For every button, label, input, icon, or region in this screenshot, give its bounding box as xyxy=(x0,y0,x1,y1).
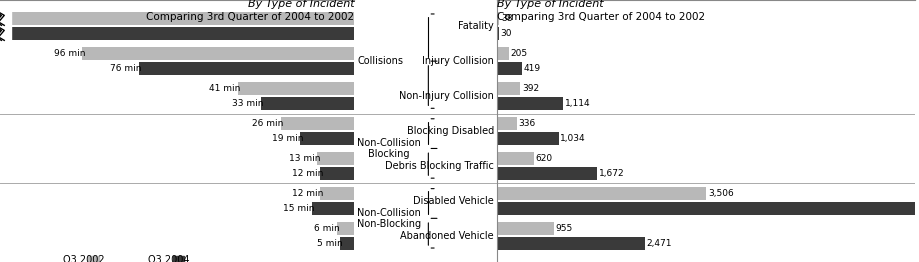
Text: Abandoned Vehicle: Abandoned Vehicle xyxy=(400,231,494,241)
Text: 2,471: 2,471 xyxy=(646,239,671,248)
Bar xyxy=(496,27,498,40)
Bar xyxy=(496,237,644,250)
Text: By Type of Incident: By Type of Incident xyxy=(247,0,354,9)
Bar xyxy=(496,222,553,235)
Bar xyxy=(312,202,354,215)
Bar xyxy=(320,167,354,180)
Text: 271 min: 271 min xyxy=(0,14,3,23)
Bar xyxy=(496,202,919,215)
Bar xyxy=(496,132,558,145)
Bar xyxy=(87,256,99,262)
Bar xyxy=(82,47,354,60)
Text: 620: 620 xyxy=(535,154,552,163)
Text: 12 min: 12 min xyxy=(291,189,323,198)
Text: 26 min: 26 min xyxy=(252,119,283,128)
Text: 38: 38 xyxy=(500,14,512,23)
Text: 41 min: 41 min xyxy=(210,84,241,93)
Bar xyxy=(496,82,519,95)
Bar xyxy=(260,97,354,110)
Text: Injury Collision: Injury Collision xyxy=(422,56,494,66)
Text: Non-Collision
Non-Blocking: Non-Collision Non-Blocking xyxy=(357,208,421,229)
Text: Comparing 3rd Quarter of 2004 to 2002: Comparing 3rd Quarter of 2004 to 2002 xyxy=(146,12,354,22)
Text: Debris Blocking Traffic: Debris Blocking Traffic xyxy=(385,161,494,171)
Bar xyxy=(337,222,354,235)
Text: 336: 336 xyxy=(518,119,536,128)
Bar xyxy=(496,187,706,200)
Text: 33 min: 33 min xyxy=(232,99,263,108)
Bar xyxy=(496,47,508,60)
Bar xyxy=(300,132,354,145)
Text: 13 min: 13 min xyxy=(289,154,320,163)
Text: Non-Injury Collision: Non-Injury Collision xyxy=(399,91,494,101)
Text: Collisions: Collisions xyxy=(357,56,403,66)
Text: 15 min: 15 min xyxy=(283,204,314,213)
Bar xyxy=(280,117,354,130)
Text: Non-Collision
Blocking: Non-Collision Blocking xyxy=(357,138,421,159)
Bar xyxy=(238,82,354,95)
Text: Disabled Vehicle: Disabled Vehicle xyxy=(413,196,494,206)
Bar xyxy=(0,12,354,25)
Text: 1,114: 1,114 xyxy=(564,99,590,108)
Text: Fatality: Fatality xyxy=(458,21,494,31)
Text: 12 min: 12 min xyxy=(291,169,323,178)
Text: 30: 30 xyxy=(500,29,511,38)
Text: 96 min: 96 min xyxy=(53,49,85,58)
Bar xyxy=(496,152,533,165)
Bar xyxy=(0,27,354,40)
Bar xyxy=(496,117,516,130)
Bar xyxy=(496,97,562,110)
Bar xyxy=(496,167,596,180)
Text: By Type of Incident: By Type of Incident xyxy=(496,0,603,9)
Bar xyxy=(139,62,354,75)
Text: 19 min: 19 min xyxy=(271,134,303,143)
Text: 1,672: 1,672 xyxy=(598,169,623,178)
Text: 3,506: 3,506 xyxy=(708,189,733,198)
Bar xyxy=(173,256,184,262)
Text: Comparing 3rd Quarter of 2004 to 2002: Comparing 3rd Quarter of 2004 to 2002 xyxy=(496,12,704,22)
Text: 392: 392 xyxy=(521,84,539,93)
Bar xyxy=(496,12,498,25)
Text: 1,034: 1,034 xyxy=(560,134,585,143)
Text: 6 min: 6 min xyxy=(314,224,340,233)
Text: Blocking Disabled: Blocking Disabled xyxy=(406,126,494,136)
Text: Q3 2004: Q3 2004 xyxy=(148,255,189,262)
Text: 205 min: 205 min xyxy=(0,29,3,38)
Bar xyxy=(317,152,354,165)
Text: 419: 419 xyxy=(523,64,540,73)
Bar xyxy=(496,62,521,75)
Text: 5 min: 5 min xyxy=(317,239,343,248)
Bar xyxy=(320,187,354,200)
Bar xyxy=(340,237,354,250)
Text: 76 min: 76 min xyxy=(110,64,142,73)
Text: 955: 955 xyxy=(555,224,573,233)
Text: 205: 205 xyxy=(510,49,528,58)
Text: Q3 2002: Q3 2002 xyxy=(63,255,105,262)
